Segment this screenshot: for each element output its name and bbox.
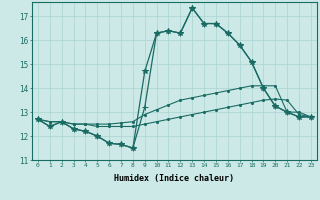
X-axis label: Humidex (Indice chaleur): Humidex (Indice chaleur) (115, 174, 234, 183)
